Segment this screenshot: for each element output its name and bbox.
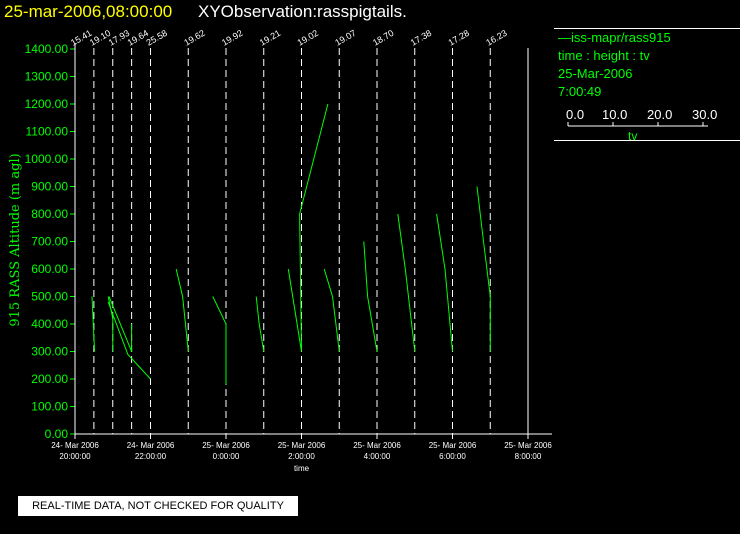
quality-notice: REAL-TIME DATA, NOT CHECKED FOR QUALITY xyxy=(18,496,298,516)
title-observation: XYObservation:rasspigtails. xyxy=(198,2,407,21)
y-tick-label: 300.00 xyxy=(31,345,68,359)
x-tick-time-label: 8:00:00 xyxy=(515,452,542,461)
y-tick-label: 200.00 xyxy=(31,372,68,386)
legend-scale-tick: 0.0 xyxy=(566,107,584,122)
legend-scale: 0.0 10.0 20.0 30.0 tv xyxy=(566,107,717,143)
y-tick-label: 1200.00 xyxy=(25,97,69,111)
x-tick-date-label: 24- Mar 2006 xyxy=(127,441,175,450)
y-tick-label: 1400.00 xyxy=(25,42,69,56)
x-tick-date-label: 25- Mar 2006 xyxy=(504,441,552,450)
y-tick-label: 500.00 xyxy=(31,290,68,304)
profile-trace xyxy=(175,268,189,352)
x-tick-time-label: 4:00:00 xyxy=(364,452,391,461)
legend-scale-label: tv xyxy=(628,129,637,143)
y-tick-label: 100.00 xyxy=(31,400,68,414)
legend-scale-tick: 30.0 xyxy=(692,107,717,122)
profile-label: 16.23 xyxy=(484,28,509,48)
profile-label: 17.38 xyxy=(409,28,434,48)
legend-date: 25-Mar-2006 xyxy=(558,66,633,81)
rass-chart: 0.00 100.00 200.00 300.00 400.00 500.00 600.00… xyxy=(8,28,552,473)
y-axis-title: 915 RASS Altitude (m agl) xyxy=(8,153,23,326)
x-tick-time-label: 0:00:00 xyxy=(213,452,240,461)
profile-label: 17.28 xyxy=(447,28,472,48)
profile-trace xyxy=(107,301,151,380)
legend-scale-tick: 20.0 xyxy=(647,107,672,122)
legend-time: 7:00:49 xyxy=(558,84,602,99)
profile-trace xyxy=(91,296,96,352)
profile-label: 19.62 xyxy=(182,28,207,48)
y-tick-label: 0.00 xyxy=(45,427,69,441)
y-tick-label: 400.00 xyxy=(31,317,68,331)
y-tick-label: 900.00 xyxy=(31,180,68,194)
profile-label: 18.70 xyxy=(371,28,396,48)
y-tick-label: 600.00 xyxy=(31,262,68,276)
x-tick-time-label: 20:00:00 xyxy=(59,452,91,461)
profile-trace xyxy=(397,213,416,352)
profile-label: 19.21 xyxy=(258,28,283,48)
legend-station-text: iss-mapr/rass915 xyxy=(571,30,671,45)
profile-label: 25.58 xyxy=(145,28,170,48)
legend-bottom-rule xyxy=(554,140,740,141)
y-tick-label: 800.00 xyxy=(31,207,68,221)
x-tick-time-label: 6:00:00 xyxy=(439,452,466,461)
profile-label: 19.07 xyxy=(333,28,358,48)
x-tick-date-label: 25- Mar 2006 xyxy=(278,441,326,450)
profile-label: 19.02 xyxy=(296,28,321,48)
legend-station: —iss-mapr/rass915 xyxy=(558,30,671,45)
legend-top-rule xyxy=(554,28,740,29)
profile-trace xyxy=(476,186,491,352)
y-tick-label: 1000.00 xyxy=(25,152,69,166)
legend-line-swatch: — xyxy=(558,30,571,45)
profile-trace xyxy=(323,268,340,352)
profile-label: 19.92 xyxy=(220,28,245,48)
x-tick-time-label: 22:00:00 xyxy=(135,452,167,461)
profile-trace xyxy=(287,103,329,352)
x-axis-title: time xyxy=(294,464,310,473)
y-tick-label: 1100.00 xyxy=(26,125,69,139)
profile-trace xyxy=(363,241,378,352)
legend-axes-desc: time : height : tv xyxy=(558,48,650,63)
x-tick-date-label: 25- Mar 2006 xyxy=(429,441,477,450)
profile-trace xyxy=(436,213,453,352)
x-tick-date-label: 25- Mar 2006 xyxy=(202,441,250,450)
x-tick-date-label: 24- Mar 2006 xyxy=(51,441,99,450)
profile-trace xyxy=(255,296,265,352)
title-date-time: 25-mar-2006,08:00:00 xyxy=(4,2,173,21)
profile-trace xyxy=(212,296,227,385)
profile-trace xyxy=(107,296,114,352)
legend-scale-tick: 10.0 xyxy=(602,107,627,122)
y-tick-label: 700.00 xyxy=(31,235,68,249)
profile-trace xyxy=(108,296,133,352)
x-tick-date-label: 25- Mar 2006 xyxy=(353,441,401,450)
x-tick-time-label: 2:00:00 xyxy=(288,452,315,461)
y-tick-label: 1300.00 xyxy=(25,70,69,84)
